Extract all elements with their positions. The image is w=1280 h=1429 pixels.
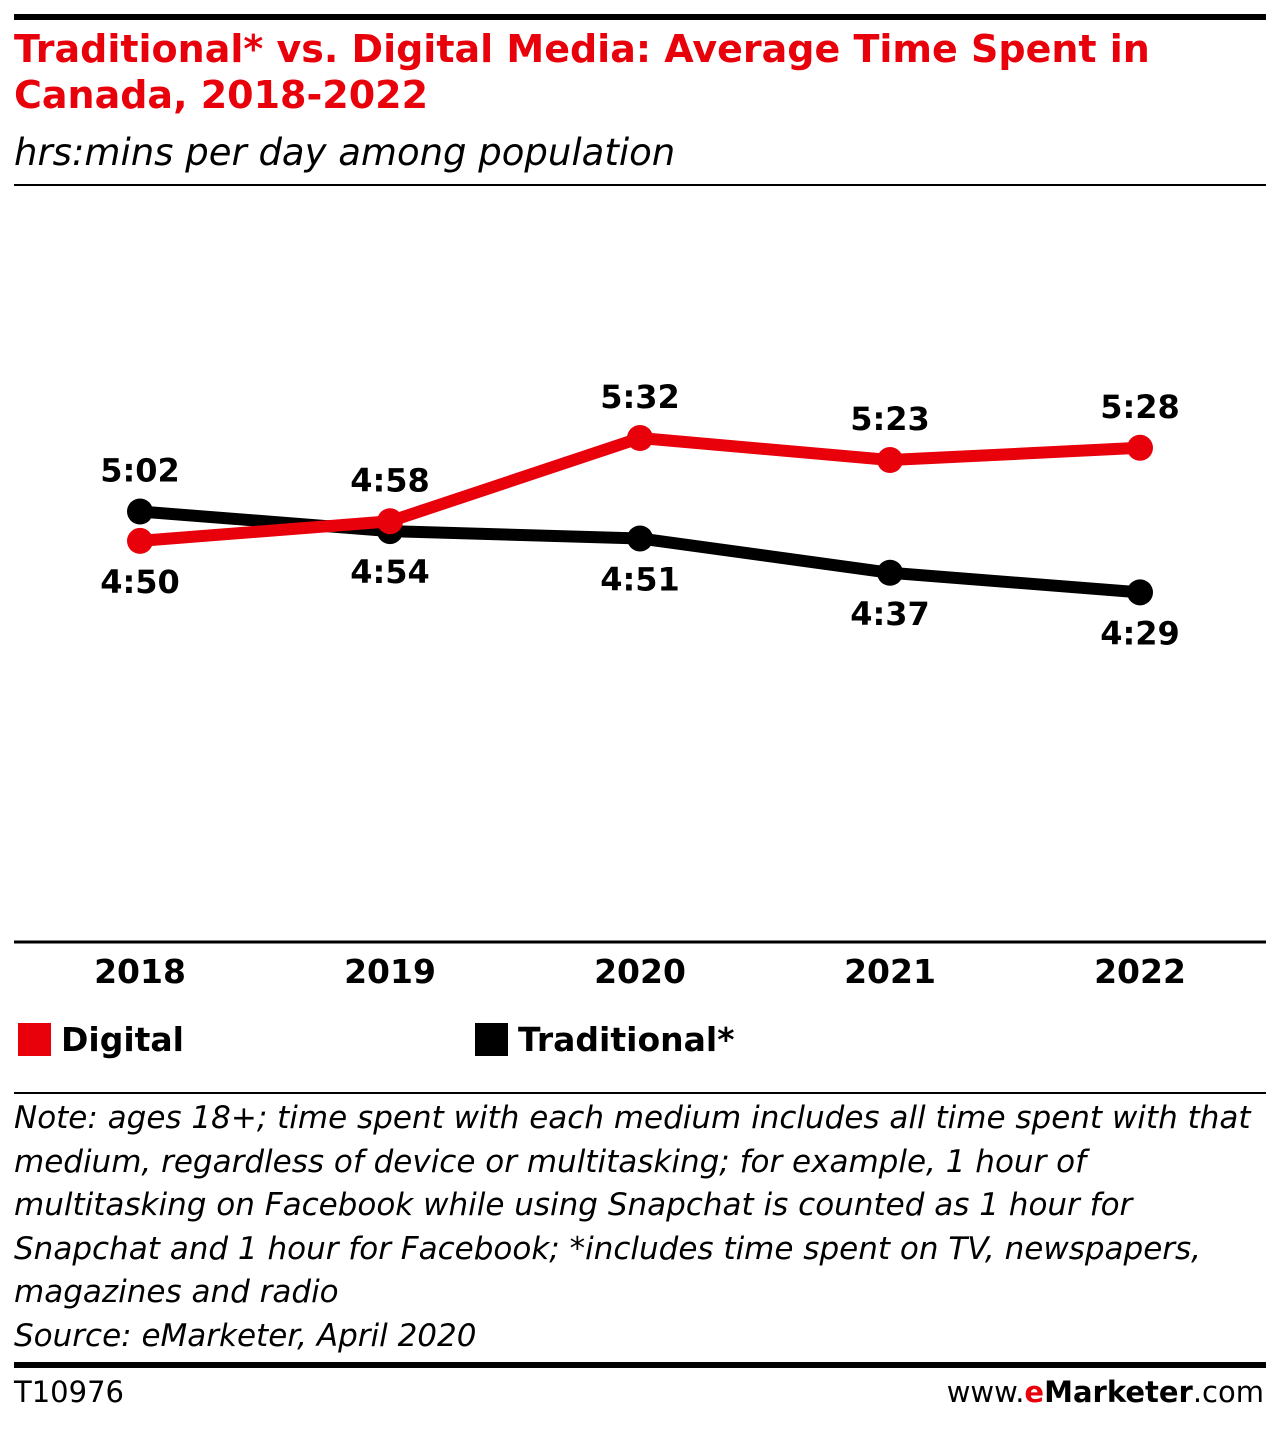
legend-digital: Digital [18, 1020, 184, 1059]
digital-point-2022 [1127, 434, 1153, 461]
legend-traditional: Traditional* [475, 1020, 734, 1059]
top-rule [14, 14, 1266, 20]
traditional-data-label-2020: 4:51 [600, 560, 680, 598]
source-text: Source: eMarketer, April 2020 [14, 1317, 477, 1354]
digital-point-2019 [377, 508, 403, 535]
note-rule [14, 1092, 1266, 1094]
x-tick-2020: 2020 [594, 952, 686, 991]
traditional-point-2020 [627, 525, 653, 552]
footnote: Note: ages 18+; time spent with each med… [14, 1097, 1264, 1358]
brand-e: e [1024, 1375, 1045, 1409]
title-rule [14, 184, 1266, 186]
series-layer [127, 425, 1153, 606]
traditional-data-label-2022: 4:29 [1100, 614, 1180, 652]
brand-name: Marketer [1044, 1375, 1193, 1409]
x-tick-2021: 2021 [844, 952, 936, 991]
traditional-data-label-2019: 4:54 [350, 553, 430, 591]
bottom-rule [14, 1362, 1266, 1368]
x-tick-2019: 2019 [344, 952, 436, 991]
digital-point-2020 [627, 425, 653, 451]
digital-data-label-2018: 4:50 [100, 563, 180, 601]
digital-data-label-2019: 4:58 [350, 461, 430, 499]
emarketer-logo: www.eMarketer.com [947, 1375, 1264, 1409]
line-chart: 4:50 4:58 5:32 5:23 5:28 5:02 4:54 4:51 4:37 4:29… [14, 378, 1266, 991]
legend-traditional-swatch [475, 1023, 508, 1056]
traditional-point-2022 [1127, 579, 1153, 606]
traditional-data-label-2018: 5:02 [100, 452, 180, 490]
x-tick-2018: 2018 [94, 952, 186, 991]
brand-suffix: .com [1192, 1375, 1264, 1409]
note-text: Note: ages 18+; time spent with each med… [14, 1100, 1251, 1310]
brand-prefix: www. [946, 1375, 1025, 1409]
traditional-data-label-2021: 4:37 [850, 595, 930, 633]
digital-point-2018 [127, 527, 153, 554]
legend-digital-swatch [18, 1023, 51, 1056]
x-tick-2022: 2022 [1094, 952, 1186, 991]
legend-digital-label: Digital [61, 1020, 184, 1059]
x-tick-labels: 2018 2019 2020 2021 2022 [94, 952, 1186, 991]
digital-data-label-2021: 5:23 [850, 400, 930, 438]
traditional-point-2021 [877, 559, 903, 586]
chart-id: T10976 [14, 1375, 124, 1409]
traditional-point-2018 [127, 498, 153, 525]
chart-subtitle: hrs:mins per day among population [14, 131, 676, 174]
chart-title: Traditional* vs. Digital Media: Average … [14, 27, 1150, 117]
legend-traditional-label: Traditional* [518, 1020, 735, 1059]
data-label-layer: 4:50 4:58 5:32 5:23 5:28 5:02 4:54 4:51 4:37 4:29 [100, 378, 1180, 652]
digital-data-label-2022: 5:28 [1100, 388, 1180, 426]
digital-point-2021 [877, 447, 903, 474]
digital-data-label-2020: 5:32 [600, 378, 680, 416]
